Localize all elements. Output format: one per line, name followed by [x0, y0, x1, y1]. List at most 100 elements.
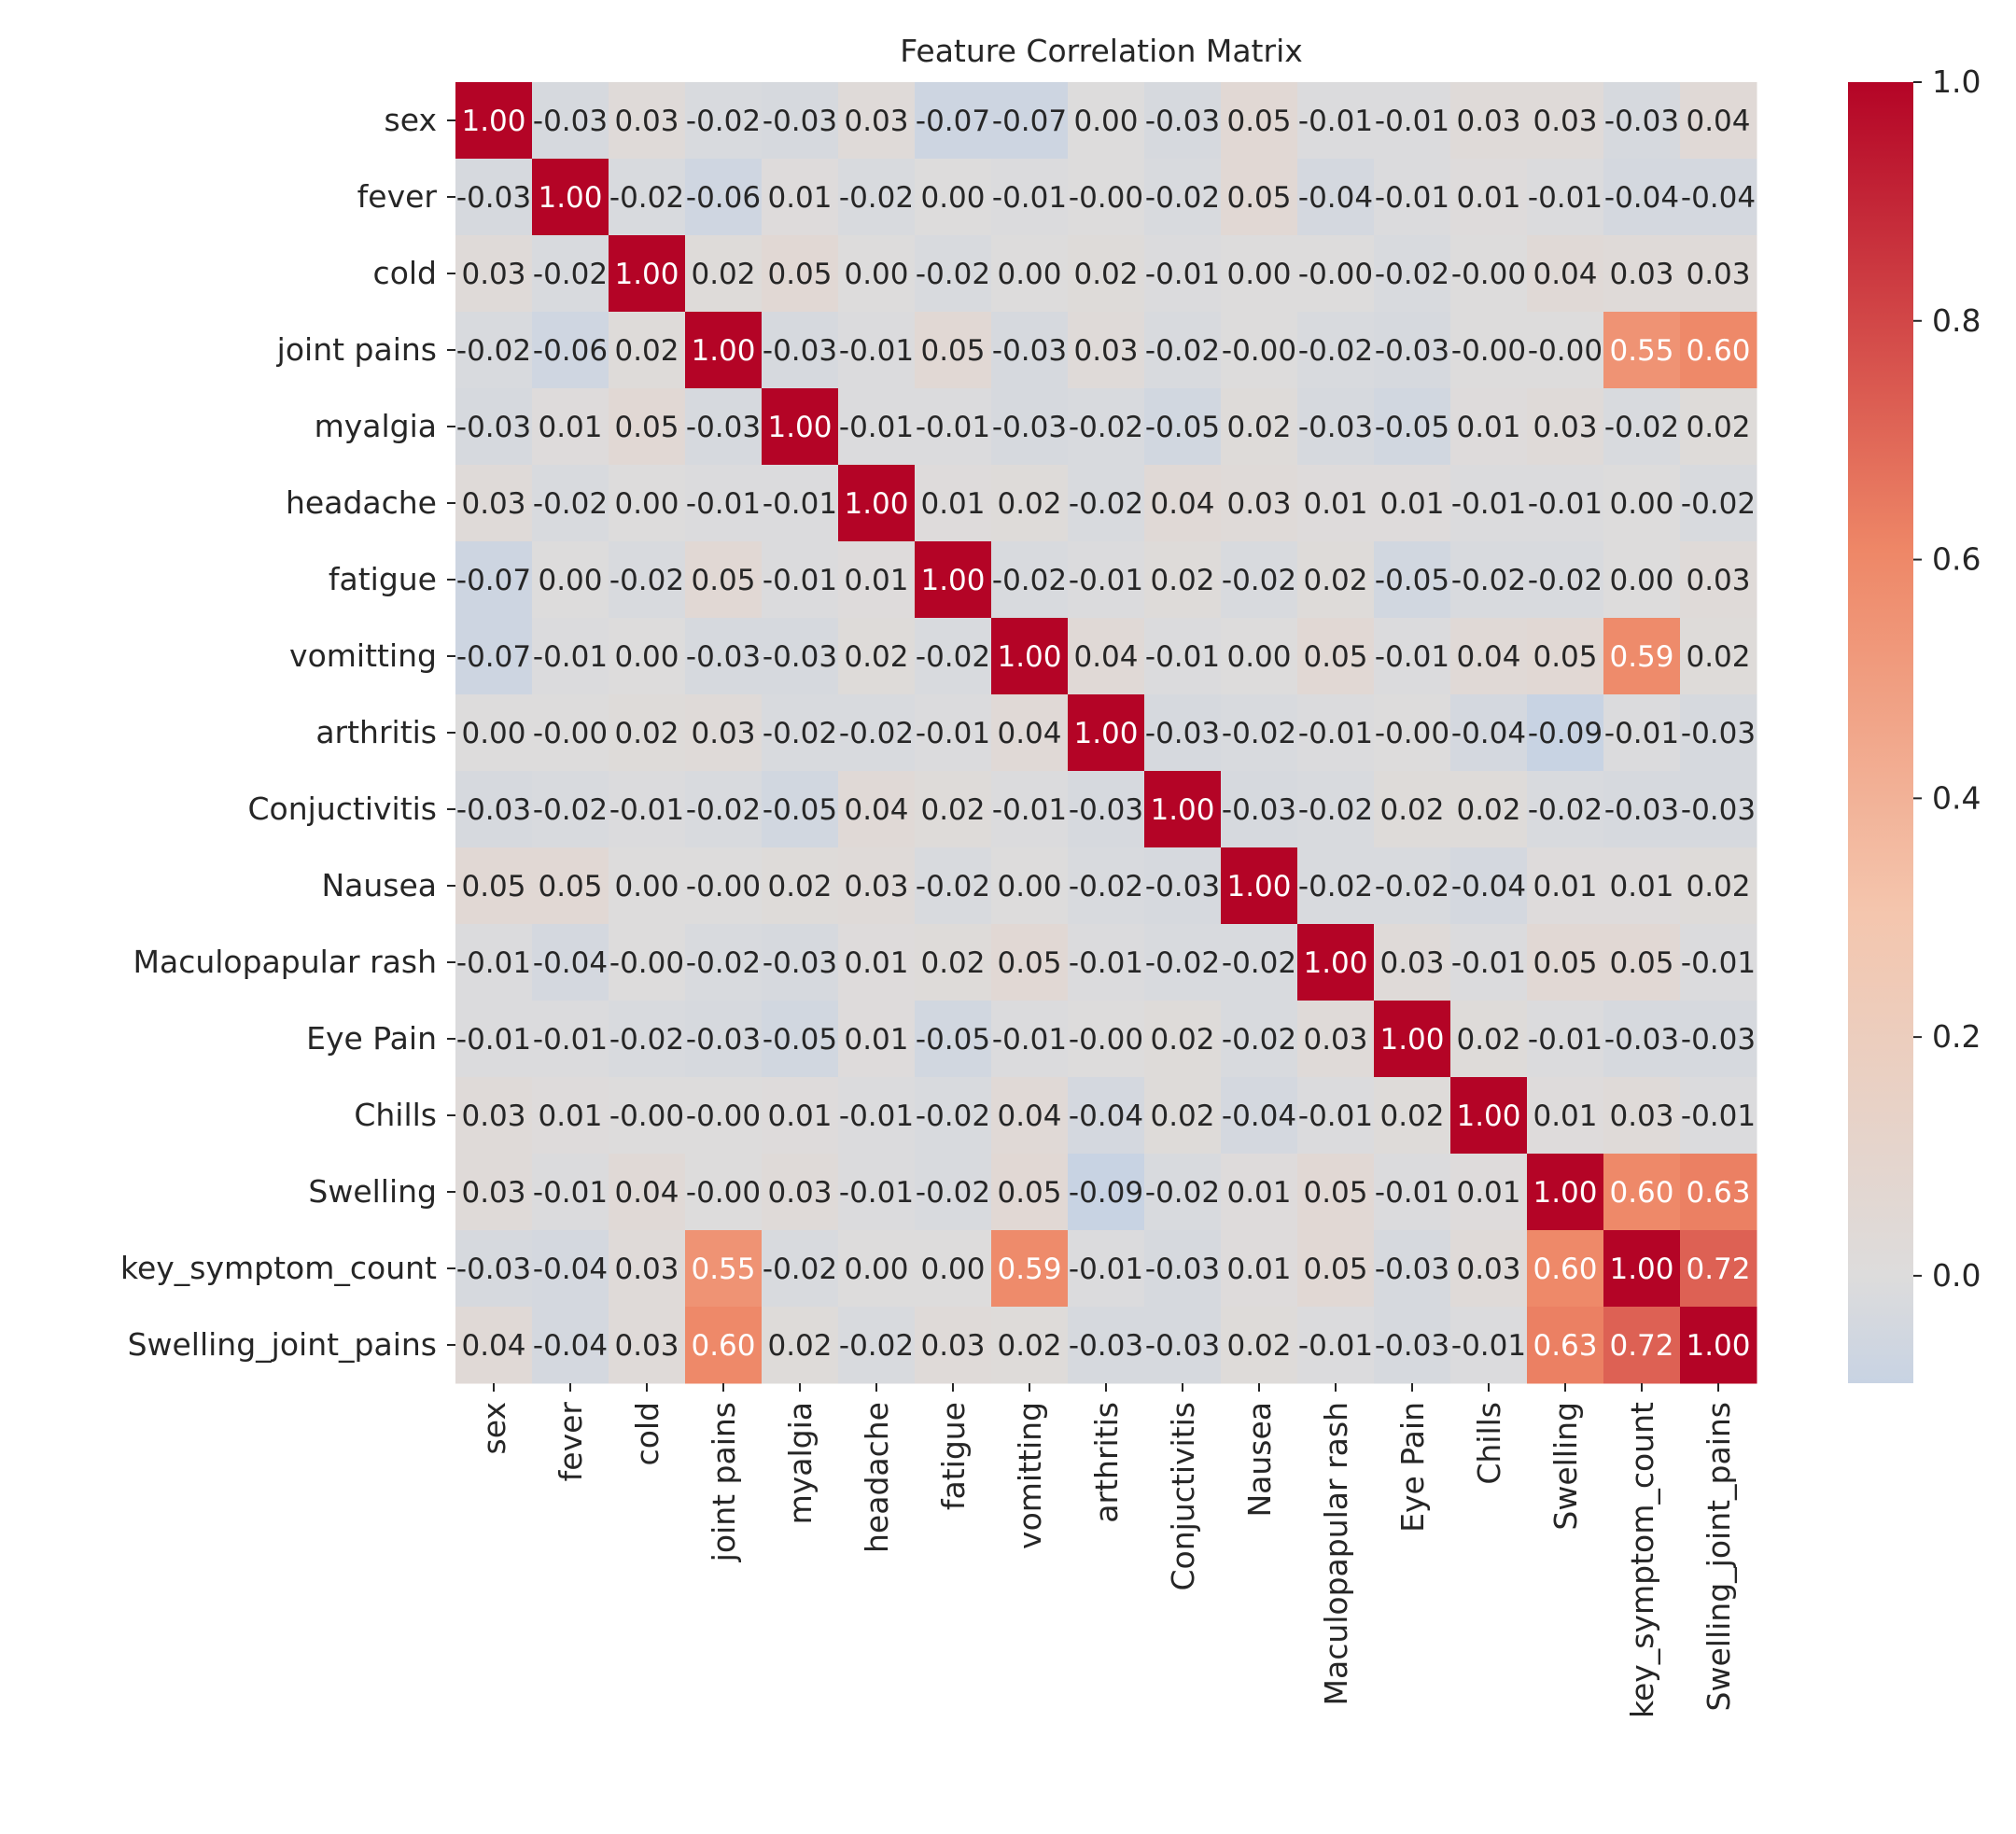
- heatmap-cell: [532, 1077, 609, 1155]
- cell-value-label: 0.02: [1303, 564, 1367, 597]
- cell-value-label: -0.03: [1298, 411, 1373, 444]
- heatmap-cell: [685, 82, 763, 160]
- cell-value-label: -0.02: [763, 1253, 837, 1286]
- cell-value-label: -0.01: [1451, 1329, 1526, 1363]
- heatmap-cell: [1680, 618, 1757, 695]
- heatmap-cell: [1603, 618, 1681, 695]
- cell-value-label: 0.02: [1226, 411, 1291, 444]
- heatmap-cell: [455, 618, 533, 695]
- cell-value-label: -0.02: [1145, 181, 1220, 215]
- cell-value-label: 0.03: [1073, 334, 1138, 368]
- cell-value-label: 0.02: [614, 334, 679, 368]
- heatmap-cell: [609, 618, 686, 695]
- cell-value-label: 0.00: [1609, 487, 1673, 521]
- cell-value-label: -0.00: [609, 946, 684, 980]
- cell-value-label: -0.03: [456, 793, 531, 827]
- cell-value-label: 0.04: [1686, 105, 1750, 138]
- heatmap-cell: [1144, 159, 1222, 236]
- cell-value-label: 0.01: [538, 1099, 602, 1133]
- heatmap-cell: [1603, 1077, 1681, 1155]
- heatmap-cell: [991, 1001, 1069, 1078]
- heatmap-cell: [762, 847, 839, 925]
- cell-value-label: 0.00: [614, 870, 679, 903]
- cell-value-label: 0.02: [997, 1329, 1061, 1363]
- heatmap-cell: [1527, 771, 1604, 848]
- cell-value-label: -0.01: [1069, 564, 1143, 597]
- cell-value-label: 0.03: [614, 1329, 679, 1363]
- cell-value-label: 0.01: [767, 181, 832, 215]
- cell-value-label: 0.05: [691, 564, 755, 597]
- cell-value-label: -0.02: [1528, 564, 1603, 597]
- heatmap-cell: [915, 694, 992, 772]
- heatmap-cell: [1221, 159, 1298, 236]
- cell-value-label: -0.04: [1298, 181, 1373, 215]
- heatmap-cell: [1297, 1154, 1375, 1231]
- heatmap-cell: [685, 771, 763, 848]
- cell-value-label: -0.01: [1451, 487, 1526, 521]
- cell-value-label: 0.05: [1226, 105, 1291, 138]
- heatmap-cell: [838, 1230, 916, 1308]
- cell-value-label: -0.06: [686, 181, 761, 215]
- cell-value-label: 0.02: [1150, 564, 1214, 597]
- x-tick-label: Eye Pain: [1394, 1402, 1431, 1533]
- cell-value-label: 0.05: [1303, 640, 1367, 674]
- heatmap-cell: [762, 159, 839, 236]
- heatmap-cell: [1297, 771, 1375, 848]
- cell-value-label: 0.00: [844, 258, 908, 291]
- cell-value-label: -0.05: [763, 793, 837, 827]
- heatmap-cell: [532, 541, 609, 619]
- cell-value-label: -0.01: [1375, 640, 1449, 674]
- heatmap-cell: [1297, 1307, 1375, 1384]
- cell-value-label: -0.02: [1604, 411, 1679, 444]
- heatmap-cell: [1068, 1077, 1145, 1155]
- cell-value-label: -0.00: [686, 1099, 761, 1133]
- heatmap-cell: [1221, 235, 1298, 313]
- heatmap-cell: [532, 1001, 609, 1078]
- heatmap-cell: [609, 1230, 686, 1308]
- cell-value-label: -0.03: [1681, 1023, 1756, 1057]
- x-tick-label: key_symptom_count: [1624, 1402, 1660, 1718]
- cell-value-label: -0.02: [1375, 870, 1449, 903]
- cell-value-label: 0.00: [1226, 258, 1291, 291]
- cell-value-label: 0.02: [614, 717, 679, 750]
- heatmap-cell: [1221, 1307, 1298, 1384]
- cell-value-label: 0.60: [1686, 334, 1750, 368]
- heatmap-cell: [532, 159, 609, 236]
- colorbar-tick-label: 0.0: [1932, 1257, 1981, 1294]
- x-tick-label: Nausea: [1241, 1402, 1278, 1518]
- cell-value-label: -0.01: [992, 181, 1067, 215]
- heatmap-cell: [1680, 388, 1757, 466]
- heatmap-cell: [915, 388, 992, 466]
- heatmap-cell: [1450, 924, 1528, 1001]
- cell-value-label: 0.02: [1226, 1329, 1291, 1363]
- cell-value-label: 0.00: [1609, 564, 1673, 597]
- heatmap-cell: [1527, 847, 1604, 925]
- cell-value-label: -0.04: [533, 1253, 608, 1286]
- cell-value-label: -0.02: [916, 870, 990, 903]
- cell-value-label: 0.02: [1686, 640, 1750, 674]
- cell-value-label: 0.02: [1073, 258, 1138, 291]
- heatmap-cell: [838, 82, 916, 160]
- heatmap-cell: [1374, 694, 1451, 772]
- heatmap-cell: [1374, 312, 1451, 389]
- heatmap-cell: [762, 618, 839, 695]
- cell-value-label: 0.55: [1609, 334, 1673, 368]
- heatmap-cell: [1374, 541, 1451, 619]
- heatmap-cell: [915, 1001, 992, 1078]
- cell-value-label: 0.63: [1533, 1329, 1597, 1363]
- cell-value-label: 0.02: [691, 258, 755, 291]
- cell-value-label: -0.03: [1375, 1253, 1449, 1286]
- cell-value-label: -0.02: [916, 1099, 990, 1133]
- heatmap-cell: [1450, 82, 1528, 160]
- heatmap-cell: [1221, 618, 1298, 695]
- cell-value-label: -0.01: [992, 1023, 1067, 1057]
- x-tick-label: Maculopapular rash: [1318, 1402, 1354, 1706]
- cell-value-label: -0.00: [609, 1099, 684, 1133]
- cell-value-label: -0.04: [1222, 1099, 1296, 1133]
- cell-value-label: 0.01: [1533, 870, 1597, 903]
- cell-value-label: 0.00: [997, 870, 1061, 903]
- heatmap-cell: [1603, 465, 1681, 542]
- cell-value-label: 0.03: [1379, 946, 1444, 980]
- heatmap-cell: [1527, 388, 1604, 466]
- cell-value-label: 0.05: [461, 870, 525, 903]
